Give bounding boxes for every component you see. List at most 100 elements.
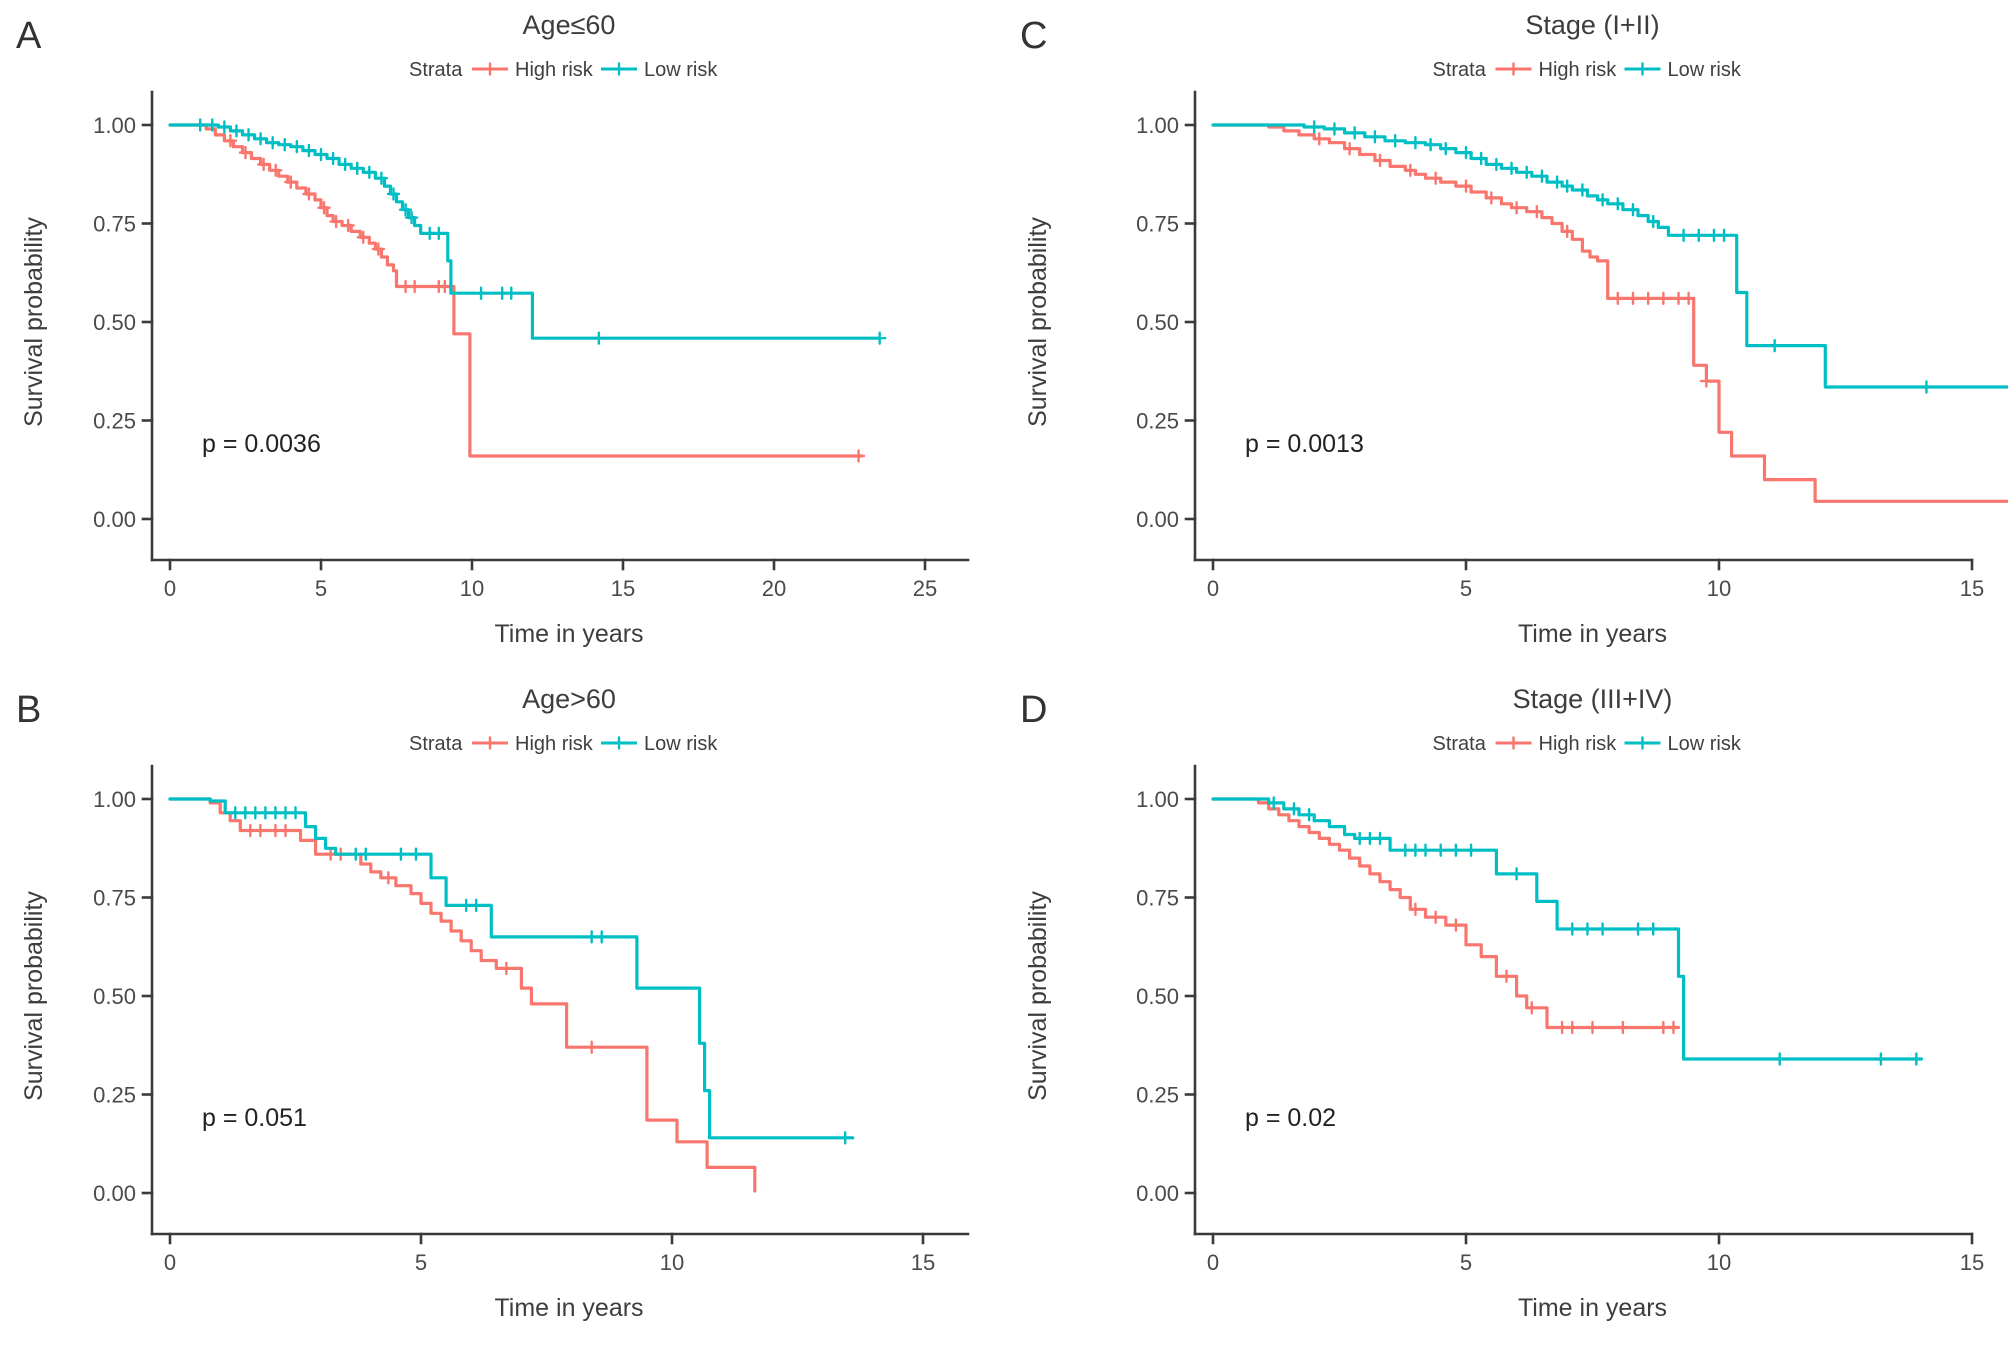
censor-mark-low-risk <box>1676 228 1691 243</box>
censor-mark-low-risk <box>1439 141 1453 156</box>
censor-mark-low-risk <box>1565 922 1579 936</box>
x-axis-title: Time in years <box>494 1294 643 1322</box>
x-axis-title: Time in years <box>1518 620 1667 648</box>
panel-c: C Stage (I+II) Strata High risk Low risk 1.00… <box>1004 0 2008 674</box>
censor-mark-low-risk <box>1535 169 1549 183</box>
panel-a: A Age≤60 Strata High risk Low risk 1.00 0.75 0.… <box>0 0 1004 674</box>
censor-mark-low-risk <box>217 120 232 134</box>
y-tick-label: 0.75 <box>93 212 136 237</box>
legend-strata-label: Strata <box>1433 733 1487 755</box>
censor-mark-low-risk <box>504 286 518 300</box>
panel-title: Age≤60 <box>523 10 616 40</box>
censor-mark-high-risk <box>1525 1001 1539 1015</box>
censor-mark-low-risk <box>1767 338 1782 353</box>
censor-mark-low-risk <box>398 203 413 217</box>
panel-title: Stage (III+IV) <box>1513 684 1673 714</box>
censor-mark-high-risk <box>1611 291 1625 306</box>
x-tick-label: 10 <box>1707 1250 1731 1275</box>
legend-strata-label: Strata <box>409 733 463 755</box>
y-tick-label: 0.75 <box>1136 886 1179 911</box>
censor-mark-low-risk <box>314 147 328 162</box>
censor-mark-high-risk <box>329 214 343 229</box>
censor-mark-low-risk <box>1550 175 1564 189</box>
x-tick-label: 15 <box>911 1250 935 1275</box>
censor-mark-low-risk <box>1449 843 1463 857</box>
x-tick-label: 10 <box>1707 576 1731 601</box>
legend: Strata High risk Low risk <box>409 733 718 755</box>
censor-mark-low-risk <box>1459 145 1473 160</box>
y-tick-label: 0.25 <box>93 409 136 434</box>
censor-mark-high-risk <box>1585 1020 1600 1035</box>
y-tick-label: 0.25 <box>93 1083 136 1108</box>
censor-mark-low-risk <box>409 847 423 861</box>
x-tick-label: 20 <box>762 576 786 601</box>
x-tick-label: 0 <box>1207 576 1219 601</box>
censor-mark-low-risk <box>432 226 446 241</box>
censor-mark-low-risk <box>1595 922 1610 936</box>
legend-label-low-risk: Low risk <box>1668 733 1742 755</box>
censor-mark-high-risk <box>1565 1020 1579 1035</box>
km-chart-age-le-60: A Age≤60 Strata High risk Low risk 1.00 0.75 0.… <box>16 10 970 648</box>
censor-mark-low-risk <box>1474 151 1488 166</box>
censor-mark-low-risk <box>278 137 292 152</box>
censor-mark-low-risk <box>374 171 389 185</box>
censor-mark-low-risk <box>595 930 609 944</box>
km-chart-stage-3-4: D Stage (III+IV) Strata High risk Low risk 1.… <box>1020 684 1984 1322</box>
censor-mark-low-risk <box>359 847 373 861</box>
y-tick-label: 0.00 <box>1136 507 1179 532</box>
censor-mark-low-risk <box>1595 193 1610 207</box>
panel-letter: A <box>16 15 42 57</box>
y-tick-label: 0.25 <box>1136 1083 1179 1108</box>
censor-mark-low-risk <box>338 157 352 172</box>
censor-mark-high-risk <box>278 823 293 838</box>
censor-mark-low-risk <box>1874 1052 1888 1066</box>
censor-mark-low-risk <box>386 187 401 201</box>
x-tick-label: 0 <box>164 576 176 601</box>
legend-label-low-risk: Low risk <box>644 59 718 81</box>
censor-mark-high-risk <box>499 961 514 976</box>
censor-mark-low-risk <box>1692 228 1706 243</box>
censor-mark-low-risk <box>1560 179 1574 193</box>
censor-mark-low-risk <box>290 139 304 154</box>
censor-mark-low-risk <box>1287 802 1301 816</box>
x-tick-label: 5 <box>415 1250 427 1275</box>
x-axis-title: Time in years <box>1518 1294 1667 1322</box>
censor-mark-high-risk <box>238 145 253 160</box>
legend: Strata High risk Low risk <box>1433 59 1742 81</box>
x-tick-label: 0 <box>1207 1250 1219 1275</box>
censor-mark-low-risk <box>1646 214 1660 229</box>
p-value: p = 0.02 <box>1245 1104 1336 1132</box>
censor-mark-low-risk <box>1631 922 1645 936</box>
censor-mark-high-risk <box>1484 191 1498 205</box>
panel-b: B Age>60 Strata High risk Low risk 1.00 0.75 0.… <box>0 674 1004 1349</box>
legend-strata-label: Strata <box>1433 59 1487 81</box>
censor-mark-low-risk <box>1368 130 1382 144</box>
censor-mark-high-risk <box>1656 291 1671 306</box>
censor-mark-low-risk <box>1580 922 1595 936</box>
legend-label-high-risk: High risk <box>515 59 594 81</box>
censor-mark-high-risk <box>1342 141 1357 156</box>
censor-mark-low-risk <box>1717 228 1731 243</box>
censor-mark-low-risk <box>1504 161 1519 176</box>
censor-mark-high-risk <box>1459 179 1473 193</box>
legend-key-plus-low-risk <box>612 62 626 76</box>
km-curve-high-risk <box>168 123 864 458</box>
axes <box>1184 764 1974 1245</box>
censor-mark-low-risk <box>253 132 268 146</box>
y-tick-label: 0.50 <box>93 310 136 335</box>
legend-label-low-risk: Low risk <box>644 733 718 755</box>
censor-mark-low-risk <box>838 1131 852 1145</box>
censor-mark-low-risk <box>229 124 244 138</box>
panel-title: Stage (I+II) <box>1525 10 1659 40</box>
x-tick-label: 5 <box>1460 576 1472 601</box>
y-axis-title: Survival probability <box>20 891 48 1101</box>
p-value: p = 0.0036 <box>202 430 321 458</box>
censor-mark-high-risk <box>1616 1020 1630 1035</box>
x-tick-label: 15 <box>611 576 635 601</box>
censor-mark-high-risk <box>381 871 396 885</box>
censor-mark-low-risk <box>873 331 887 345</box>
km-curve-low-risk <box>168 123 882 340</box>
censor-mark-low-risk <box>1388 134 1402 148</box>
censor-mark-low-risk <box>394 847 408 861</box>
y-tick-label: 1.00 <box>1136 113 1179 138</box>
